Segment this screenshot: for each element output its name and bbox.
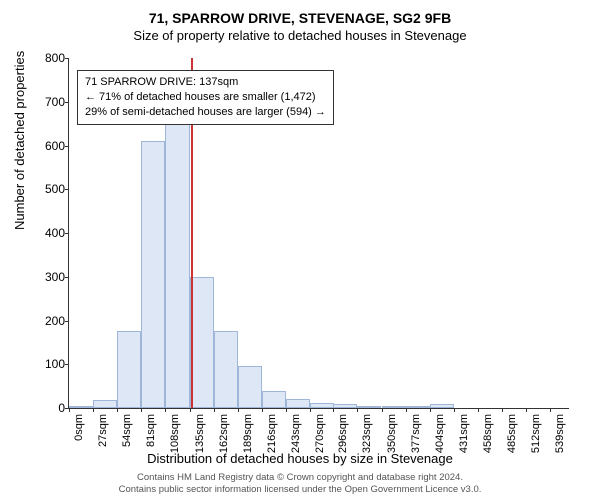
histogram-bar — [141, 141, 165, 408]
y-tick-label: 100 — [27, 357, 65, 371]
x-axis-label: Distribution of detached houses by size … — [0, 451, 600, 466]
x-tick-label: 189sqm — [242, 414, 254, 453]
x-tick-label: 539sqm — [554, 414, 566, 453]
x-tick-mark — [165, 408, 166, 412]
page-subtitle: Size of property relative to detached ho… — [0, 26, 600, 43]
y-tick-label: 200 — [27, 314, 65, 328]
histogram-bar — [190, 277, 214, 408]
x-tick-mark — [382, 408, 383, 412]
y-tick-mark — [65, 364, 69, 365]
histogram-bar — [382, 406, 406, 408]
x-tick-mark — [430, 408, 431, 412]
y-tick-mark — [65, 233, 69, 234]
x-tick-label: 431sqm — [458, 414, 470, 453]
x-tick-label: 323sqm — [361, 414, 373, 453]
x-tick-label: 458sqm — [482, 414, 494, 453]
y-tick-label: 300 — [27, 270, 65, 284]
x-tick-label: 135sqm — [194, 414, 206, 453]
y-tick-label: 800 — [27, 51, 65, 65]
page-title: 71, SPARROW DRIVE, STEVENAGE, SG2 9FB — [0, 0, 600, 26]
x-tick-mark — [550, 408, 551, 412]
x-tick-mark — [526, 408, 527, 412]
x-tick-label: 27sqm — [97, 414, 109, 447]
annotation-line: 71 SPARROW DRIVE: 137sqm — [85, 75, 326, 90]
histogram-chart: 01002003004005006007008000sqm27sqm54sqm8… — [68, 58, 568, 408]
histogram-bar — [165, 121, 189, 408]
y-axis-label: Number of detached properties — [12, 51, 27, 230]
histogram-bar — [117, 331, 141, 408]
y-tick-label: 0 — [27, 401, 65, 415]
x-tick-mark — [478, 408, 479, 412]
x-tick-mark — [262, 408, 263, 412]
x-tick-mark — [238, 408, 239, 412]
x-tick-mark — [69, 408, 70, 412]
y-tick-label: 500 — [27, 182, 65, 196]
histogram-bar — [262, 391, 286, 409]
plot-area: 01002003004005006007008000sqm27sqm54sqm8… — [68, 58, 569, 409]
x-tick-mark — [502, 408, 503, 412]
x-tick-label: 216sqm — [266, 414, 278, 453]
x-tick-mark — [454, 408, 455, 412]
x-tick-label: 377sqm — [410, 414, 422, 453]
y-tick-mark — [65, 146, 69, 147]
x-tick-label: 243sqm — [290, 414, 302, 453]
x-tick-label: 270sqm — [314, 414, 326, 453]
y-tick-mark — [65, 277, 69, 278]
x-tick-mark — [310, 408, 311, 412]
x-tick-mark — [214, 408, 215, 412]
histogram-bar — [357, 406, 381, 408]
y-tick-mark — [65, 189, 69, 190]
annotation-line: 29% of semi-detached houses are larger (… — [85, 105, 326, 120]
y-tick-mark — [65, 102, 69, 103]
x-tick-label: 296sqm — [337, 414, 349, 453]
x-tick-label: 54sqm — [121, 414, 133, 447]
histogram-bar — [333, 404, 357, 408]
footer-line-2: Contains public sector information licen… — [0, 484, 600, 496]
x-tick-label: 162sqm — [218, 414, 230, 453]
histogram-bar — [238, 366, 262, 408]
x-tick-mark — [357, 408, 358, 412]
histogram-bar — [214, 331, 238, 408]
x-tick-mark — [286, 408, 287, 412]
histogram-bar — [310, 403, 334, 408]
footer-attribution: Contains HM Land Registry data © Crown c… — [0, 472, 600, 496]
x-tick-label: 108sqm — [169, 414, 181, 453]
annotation-line: ← 71% of detached houses are smaller (1,… — [85, 90, 326, 105]
x-tick-mark — [333, 408, 334, 412]
x-tick-label: 81sqm — [145, 414, 157, 447]
x-tick-mark — [141, 408, 142, 412]
x-tick-label: 0sqm — [73, 414, 85, 441]
y-tick-label: 600 — [27, 139, 65, 153]
histogram-bar — [406, 406, 430, 408]
histogram-bar — [430, 404, 454, 408]
x-tick-mark — [190, 408, 191, 412]
histogram-bar — [69, 406, 93, 408]
y-tick-label: 700 — [27, 95, 65, 109]
x-tick-label: 485sqm — [506, 414, 518, 453]
x-tick-label: 404sqm — [434, 414, 446, 453]
footer-line-1: Contains HM Land Registry data © Crown c… — [0, 472, 600, 484]
x-tick-label: 350sqm — [386, 414, 398, 453]
y-tick-label: 400 — [27, 226, 65, 240]
x-tick-label: 512sqm — [530, 414, 542, 453]
x-tick-mark — [117, 408, 118, 412]
y-tick-mark — [65, 321, 69, 322]
y-tick-mark — [65, 58, 69, 59]
annotation-box: 71 SPARROW DRIVE: 137sqm← 71% of detache… — [77, 70, 334, 125]
x-tick-mark — [406, 408, 407, 412]
x-tick-mark — [93, 408, 94, 412]
histogram-bar — [93, 400, 117, 408]
histogram-bar — [286, 399, 310, 408]
